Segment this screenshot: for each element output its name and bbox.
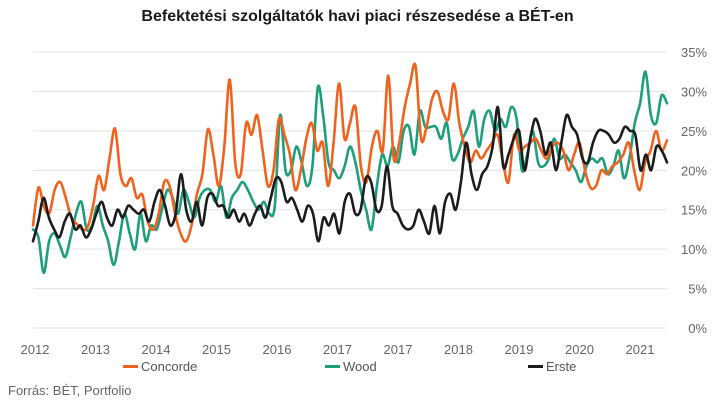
legend-swatch-concorde bbox=[123, 365, 138, 368]
y-tick-label: 10% bbox=[681, 242, 707, 257]
legend-swatch-erste bbox=[528, 365, 543, 368]
legend-label-wood: Wood bbox=[343, 359, 377, 374]
y-tick-label: 25% bbox=[681, 124, 707, 139]
series-line-wood bbox=[31, 70, 669, 275]
y-tick-label: 0% bbox=[688, 321, 707, 336]
y-tick-label: 5% bbox=[688, 282, 707, 297]
y-tick-label: 20% bbox=[681, 163, 707, 178]
y-tick-label: 15% bbox=[681, 203, 707, 218]
x-tick-label: 2015 bbox=[202, 342, 231, 357]
legend-label-concorde: Concorde bbox=[141, 359, 197, 374]
gridlines bbox=[33, 51, 667, 329]
x-axis-ticks: 2012 2013 2014 2015 2016 2017 2017 2018 2019 2020… bbox=[21, 342, 655, 357]
chart-title: Befektetési szolgáltatók havi piaci rész… bbox=[141, 8, 574, 25]
x-tick-label: 2013 bbox=[81, 342, 110, 357]
series-line-concorde bbox=[31, 62, 669, 243]
y-axis-ticks: 0% 5% 10% 15% 20% 25% 30% 35% bbox=[681, 45, 707, 336]
x-tick-label: 2017 bbox=[323, 342, 352, 357]
x-tick-label: 2016 bbox=[263, 342, 292, 357]
x-tick-label: 2019 bbox=[505, 342, 534, 357]
legend-label-erste: Erste bbox=[546, 359, 576, 374]
y-tick-label: 30% bbox=[681, 84, 707, 99]
source-note: Forrás: BÉT, Portfolio bbox=[8, 383, 132, 398]
x-tick-label: 2017 bbox=[384, 342, 413, 357]
x-tick-label: 2021 bbox=[626, 342, 655, 357]
legend-swatch-wood bbox=[325, 365, 340, 368]
x-tick-label: 2012 bbox=[21, 342, 50, 357]
y-tick-label: 35% bbox=[681, 45, 707, 60]
legend: Concorde Wood Erste bbox=[123, 359, 576, 374]
x-tick-label: 2020 bbox=[565, 342, 594, 357]
series-line-erste bbox=[31, 105, 669, 243]
series-lines bbox=[31, 62, 669, 275]
x-tick-label: 2014 bbox=[142, 342, 171, 357]
x-tick-label: 2018 bbox=[444, 342, 473, 357]
